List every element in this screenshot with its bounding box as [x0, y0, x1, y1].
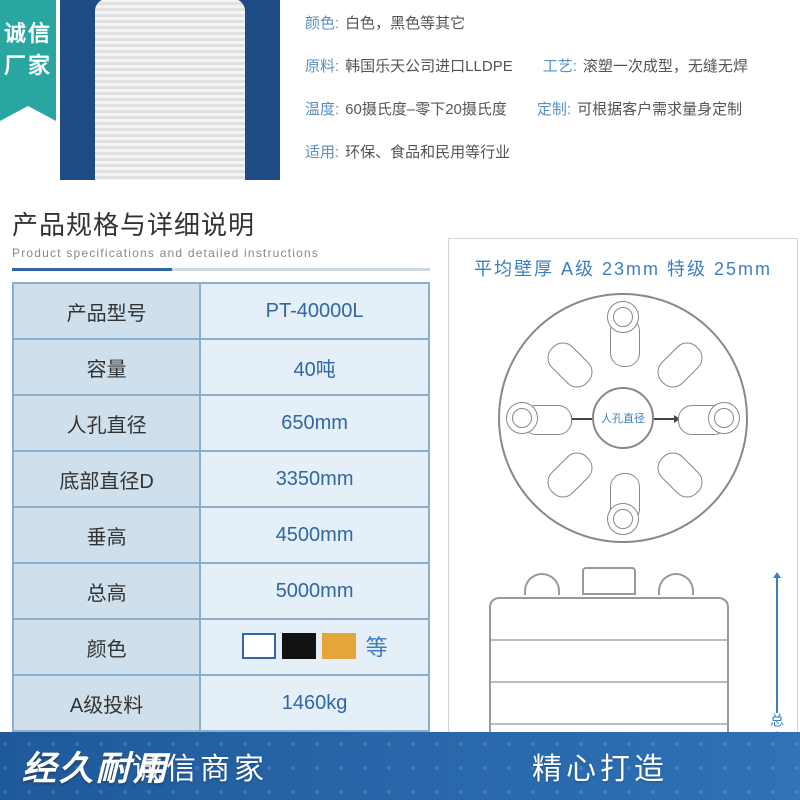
- top-view-port: [506, 402, 538, 434]
- diagram-panel: 平均壁厚 A级 23mm 特级 25mm 人孔直径 总高: [448, 238, 798, 758]
- section-rule: [12, 268, 430, 271]
- top-specs: 颜色: 白色，黑色等其它 原料: 韩国乐天公司进口LLDPE 工艺: 滚塑一次成…: [305, 12, 792, 184]
- trust-badge: 诚信厂家: [0, 0, 56, 106]
- top-view-manhole: 人孔直径: [592, 387, 654, 449]
- table-val: 3350mm: [200, 451, 429, 507]
- table-key: 总高: [13, 563, 200, 619]
- table-val: 等: [200, 619, 429, 675]
- table-row: 垂高4500mm: [13, 507, 429, 563]
- section-title: 产品规格与详细说明 Product specifications and det…: [12, 205, 430, 271]
- table-key: 容量: [13, 339, 200, 395]
- top-view-port: [607, 301, 639, 333]
- spec-key: 定制:: [537, 98, 571, 119]
- left-slogan: 经久耐用: [22, 741, 170, 790]
- swatch-etc: 等: [366, 630, 388, 662]
- spec-val: 白色，黑色等其它: [345, 12, 465, 33]
- table-key: 底部直径D: [13, 451, 200, 507]
- section-title-en: Product specifications and detailed inst…: [12, 246, 430, 260]
- diagram-thickness-label: 平均壁厚 A级 23mm 特级 25mm: [449, 255, 797, 281]
- table-row: 总高5000mm: [13, 563, 429, 619]
- spec-pair: 颜色: 白色，黑色等其它: [305, 12, 465, 33]
- spec-key: 温度:: [305, 98, 339, 119]
- table-val: 40吨: [200, 339, 429, 395]
- side-dim: 总高: [765, 577, 789, 749]
- spec-key: 工艺:: [543, 55, 577, 76]
- side-view-bump: [524, 573, 560, 595]
- table-row: 人孔直径650mm: [13, 395, 429, 451]
- table-val: 5000mm: [200, 563, 429, 619]
- table-key: 垂高: [13, 507, 200, 563]
- top-view-rib: [542, 447, 599, 504]
- side-view-bump: [658, 573, 694, 595]
- top-view-port: [708, 402, 740, 434]
- spec-val: 韩国乐天公司进口LLDPE: [345, 55, 513, 76]
- spec-pair: 适用: 环保、食品和民用等行业: [305, 141, 510, 162]
- manhole-label: 人孔直径: [601, 410, 645, 426]
- spec-pair: 工艺: 滚塑一次成型，无缝无焊: [543, 55, 748, 76]
- spec-val: 60摄氏度–零下20摄氏度: [345, 98, 507, 119]
- table-val: 650mm: [200, 395, 429, 451]
- top-view-outer: 人孔直径: [498, 293, 748, 543]
- table-key: 颜色: [13, 619, 200, 675]
- color-swatch: [242, 633, 276, 659]
- color-swatches: 等: [242, 630, 388, 662]
- side-view-body: [489, 597, 729, 747]
- top-view-rib: [652, 447, 709, 504]
- table-val: 4500mm: [200, 507, 429, 563]
- spec-row: 原料: 韩国乐天公司进口LLDPE 工艺: 滚塑一次成型，无缝无焊: [305, 55, 792, 76]
- spec-row: 适用: 环保、食品和民用等行业: [305, 141, 792, 162]
- color-swatch: [282, 633, 316, 659]
- top-view-port: [607, 503, 639, 535]
- bottom-text-2: 精心打造: [532, 744, 668, 788]
- table-row: 产品型号PT-40000L: [13, 283, 429, 339]
- table-key: 人孔直径: [13, 395, 200, 451]
- top-view-rib: [652, 337, 709, 394]
- table-row: 容量40吨: [13, 339, 429, 395]
- spec-key: 颜色:: [305, 12, 339, 33]
- spec-key: 适用:: [305, 141, 339, 162]
- top-view-rib: [542, 337, 599, 394]
- tank-photo-shape: [95, 0, 245, 180]
- table-row: A级投料1460kg: [13, 675, 429, 731]
- spec-key: 原料:: [305, 55, 339, 76]
- trust-badge-text: 诚信厂家: [0, 18, 56, 82]
- spec-val: 环保、食品和民用等行业: [345, 141, 510, 162]
- table-row: 颜色 等: [13, 619, 429, 675]
- table-val: PT-40000L: [200, 283, 429, 339]
- table-row: 底部直径D3350mm: [13, 451, 429, 507]
- color-swatch: [322, 633, 356, 659]
- spec-table: 产品型号PT-40000L容量40吨人孔直径650mm底部直径D3350mm垂高…: [12, 282, 430, 732]
- spec-row: 颜色: 白色，黑色等其它: [305, 12, 792, 33]
- spec-pair: 原料: 韩国乐天公司进口LLDPE: [305, 55, 513, 76]
- side-view-lid: [582, 567, 636, 595]
- spec-pair: 定制: 可根据客户需求量身定制: [537, 98, 742, 119]
- product-photo: [60, 0, 280, 180]
- spec-row: 温度: 60摄氏度–零下20摄氏度 定制: 可根据客户需求量身定制: [305, 98, 792, 119]
- section-title-zh: 产品规格与详细说明: [12, 205, 430, 242]
- spec-val: 可根据客户需求量身定制: [577, 98, 742, 119]
- table-val: 1460kg: [200, 675, 429, 731]
- dim-arrow-up-icon: [776, 577, 778, 713]
- dim-arrow-left-icon: [572, 418, 592, 420]
- spec-pair: 温度: 60摄氏度–零下20摄氏度: [305, 98, 507, 119]
- dim-arrow-right-icon: [654, 418, 674, 420]
- table-key: A级投料: [13, 675, 200, 731]
- diagram-side-view: [489, 567, 729, 747]
- diagram-top-view: 人孔直径: [498, 293, 748, 543]
- spec-val: 滚塑一次成型，无缝无焊: [583, 55, 748, 76]
- table-key: 产品型号: [13, 283, 200, 339]
